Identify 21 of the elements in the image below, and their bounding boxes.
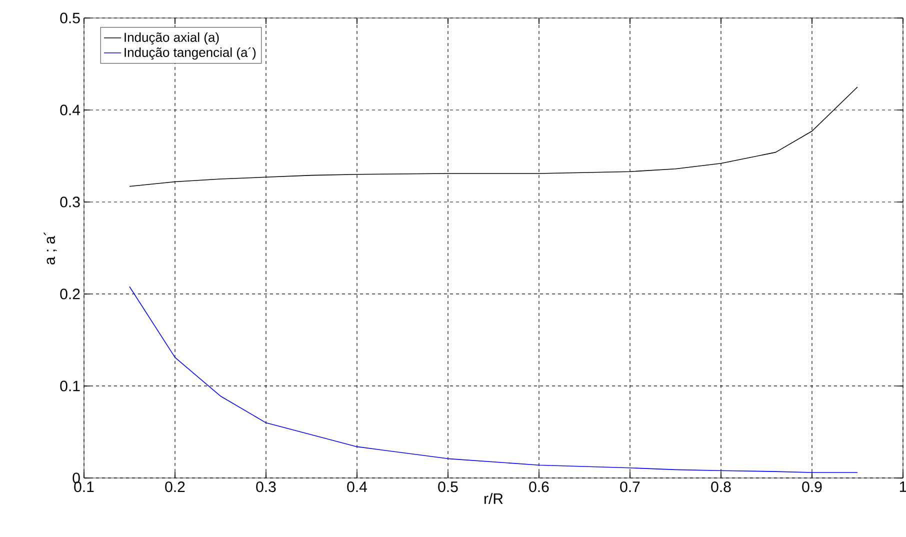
y-tick-label: 0.1 [60, 380, 80, 392]
x-axis-title: r/R [484, 493, 503, 504]
x-tick-label: 0.6 [529, 482, 549, 492]
line-series [129, 86, 858, 187]
x-tick-label: 0.2 [165, 482, 185, 492]
y-tick-label: 0.4 [60, 104, 80, 116]
x-tick-label: 0.4 [347, 482, 367, 492]
x-tick-label: 0.5 [438, 482, 458, 492]
y-tick-label: 0.5 [60, 12, 80, 24]
legend-label: Indução axial (a) [124, 32, 219, 45]
x-tick-label: 0.9 [802, 482, 822, 492]
x-tick-label: 0.8 [711, 482, 731, 492]
line-series [129, 286, 858, 473]
y-tick-label: 0.3 [60, 196, 80, 208]
legend-label: Indução tangencial (a´) [124, 47, 256, 60]
x-tick-label: 1 [900, 482, 906, 492]
x-tick-label: 0.7 [620, 482, 640, 492]
y-axis-title: a ; a´ [44, 232, 57, 264]
x-tick-label: 0.3 [256, 482, 276, 492]
y-tick-label: 0.2 [60, 288, 80, 300]
x-tick-label: 0.1 [74, 482, 94, 492]
